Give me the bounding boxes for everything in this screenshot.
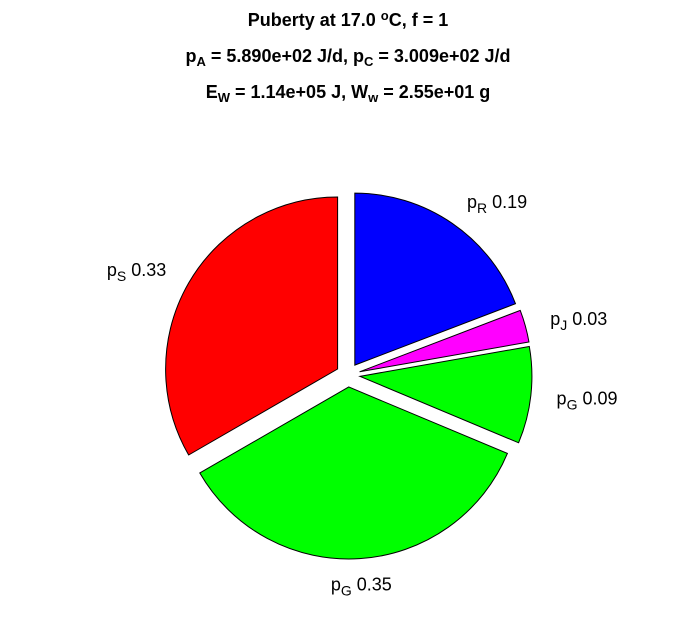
- label-name: p: [331, 574, 341, 594]
- slice-label: pR 0.19: [467, 192, 527, 216]
- label-sub: S: [117, 268, 126, 284]
- pie-slice: [165, 196, 339, 456]
- label-sub: G: [567, 396, 578, 412]
- slice-label: pG 0.35: [331, 574, 392, 598]
- label-name: p: [557, 388, 567, 408]
- label-sub: G: [341, 582, 352, 598]
- title-part: = 2.55e+01 g: [378, 82, 490, 102]
- slice-label: pG 0.09: [557, 388, 618, 412]
- pie-slice: [199, 386, 509, 560]
- label-sub: R: [477, 200, 487, 216]
- label-name: p: [467, 192, 477, 212]
- label-value: 0.09: [582, 388, 617, 408]
- label-sub: J: [560, 317, 567, 333]
- pie-slice: [359, 309, 530, 373]
- pie-slice: [358, 345, 533, 444]
- title-part: o: [381, 8, 389, 23]
- chart-title: EW = 1.14e+05 J, Ww = 2.55e+01 g: [206, 82, 491, 105]
- title-part: = 5.890e+02 J/d, p: [206, 46, 364, 66]
- label-value: 0.33: [131, 260, 166, 280]
- title-part: w: [367, 90, 379, 105]
- title-part: = 1.14e+05 J, W: [230, 82, 368, 102]
- slice-label: pS 0.33: [107, 260, 166, 284]
- title-part: A: [197, 54, 207, 69]
- label-value: 0.03: [572, 309, 607, 329]
- title-part: E: [206, 82, 218, 102]
- title-part: p: [186, 46, 197, 66]
- label-name: p: [550, 309, 560, 329]
- title-part: = 3.009e+02 J/d: [373, 46, 510, 66]
- label-name: p: [107, 260, 117, 280]
- label-value: 0.35: [357, 574, 392, 594]
- title-part: W: [218, 90, 231, 105]
- pie-slice: [354, 192, 517, 366]
- title-part: C, f = 1: [389, 10, 449, 30]
- title-part: C: [364, 54, 374, 69]
- slice-label: pJ 0.03: [550, 309, 607, 333]
- chart-title: pA = 5.890e+02 J/d, pC = 3.009e+02 J/d: [186, 46, 511, 69]
- chart-title: Puberty at 17.0 oC, f = 1: [248, 8, 449, 30]
- title-part: Puberty at 17.0: [248, 10, 381, 30]
- label-value: 0.19: [492, 192, 527, 212]
